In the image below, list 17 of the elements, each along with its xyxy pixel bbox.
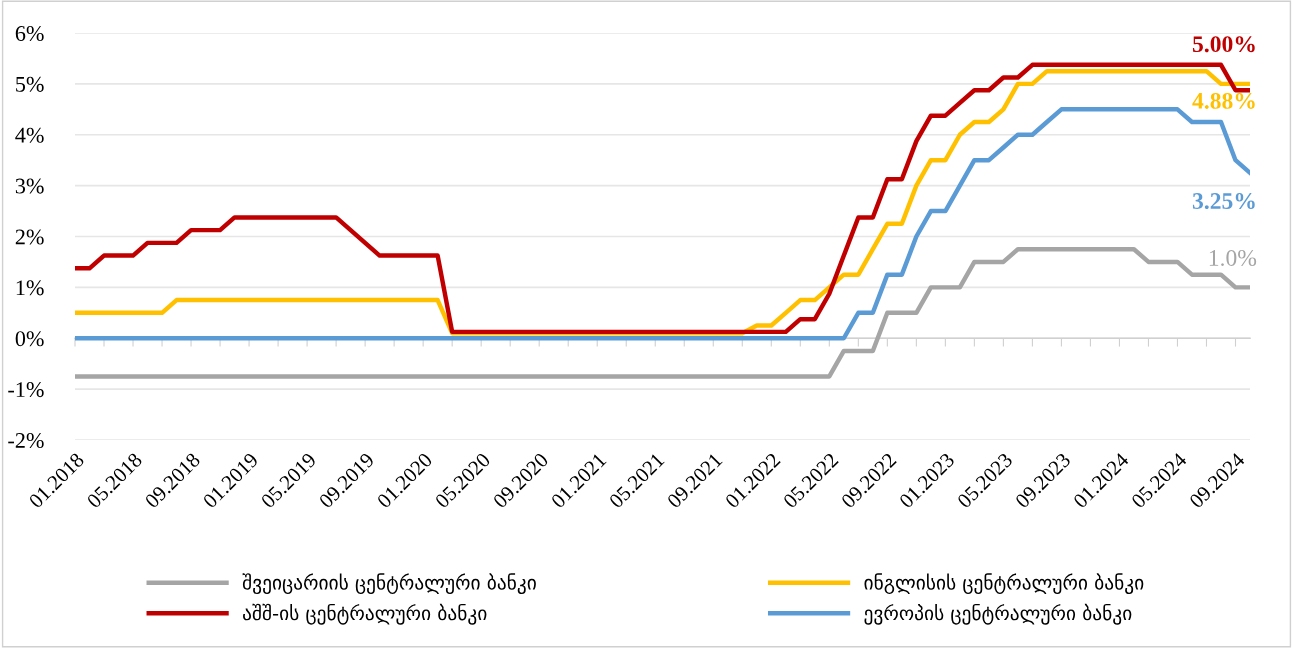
y-tick-label: -2% — [8, 432, 44, 448]
annotation: 4.88% — [1192, 92, 1255, 109]
y-tick-label: -1% — [8, 382, 44, 398]
annotation: 3.25% — [1192, 193, 1255, 210]
legend-label: ევროპის ცენტრალური ბანკი — [864, 603, 1132, 625]
legend-label: შვეიცარიის ცენტრალური ბანკი — [242, 573, 536, 595]
y-tick-label: 2% — [15, 229, 44, 245]
legend-label: აშშ-ის ცენტრალური ბანკი — [243, 603, 487, 625]
y-tick-label: 3% — [15, 178, 44, 194]
y-tick-label: 1% — [16, 280, 44, 296]
legend-label: ინგლისის ცენტრალური ბანკი — [864, 573, 1144, 595]
y-tick-label: 0% — [15, 331, 44, 347]
y-tick-label: 4% — [15, 127, 44, 143]
annotation: 5.00% — [1192, 36, 1255, 53]
annotation: 1.0% — [1209, 249, 1257, 267]
y-tick-label: 5% — [16, 76, 44, 92]
y-tick-label: 6% — [15, 25, 44, 41]
